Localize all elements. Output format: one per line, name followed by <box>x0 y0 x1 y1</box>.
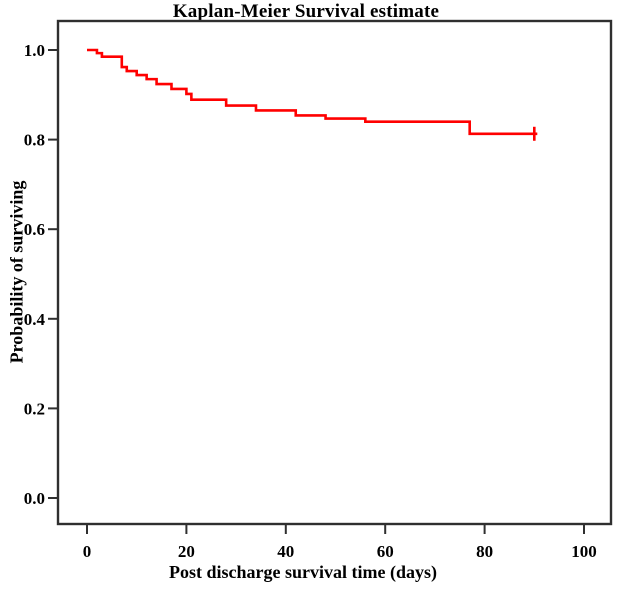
x-tick-label: 40 <box>277 542 294 561</box>
y-tick-label: 0.6 <box>24 220 45 239</box>
chart-title: Kaplan-Meier Survival estimate <box>172 1 440 22</box>
x-axis-label: Post discharge survival time (days) <box>169 562 437 582</box>
x-tick-label: 60 <box>377 542 394 561</box>
y-tick-label: 1.0 <box>24 41 45 60</box>
x-tick-label: 20 <box>178 542 195 561</box>
y-tick-label: 0.0 <box>24 489 45 508</box>
x-tick-label: 0 <box>83 542 92 561</box>
plot-border <box>56 19 613 526</box>
x-tick-label: 80 <box>476 542 493 561</box>
y-tick-label: 0.2 <box>24 399 45 418</box>
y-tick-label: 0.4 <box>24 310 46 329</box>
y-tick-label: 0.8 <box>24 131 45 150</box>
survival-curve <box>87 48 538 136</box>
x-tick-label: 100 <box>571 542 597 561</box>
